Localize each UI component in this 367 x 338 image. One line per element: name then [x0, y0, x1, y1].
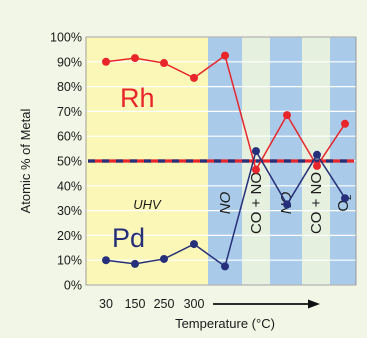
temperature-arrow-head: [308, 299, 320, 309]
series-point-pd-0: [102, 256, 110, 265]
series-point-rh-4: [221, 51, 229, 60]
x-tick-label-0: 30: [99, 297, 113, 311]
x-tick-label-3: 300: [184, 297, 205, 311]
series-point-pd-1: [131, 259, 139, 268]
series-point-rh-0: [102, 57, 110, 66]
series-point-rh-8: [341, 119, 349, 128]
series-point-pd-2: [160, 254, 168, 263]
series-point-rh-7: [313, 161, 321, 170]
y-tick-label-2: 20%: [57, 229, 82, 243]
y-tick-label-8: 80%: [57, 80, 82, 94]
series-point-pd-4: [221, 262, 229, 271]
y-tick-label-5: 50%: [57, 155, 82, 169]
series-label-pd: Pd: [112, 223, 145, 253]
series-point-rh-1: [131, 54, 139, 63]
region-label-4: CO + NO: [308, 172, 325, 234]
region-label-2: CO + NO: [248, 172, 265, 234]
series-point-rh-3: [190, 73, 198, 82]
x-axis-title: Temperature (°C): [175, 316, 275, 331]
y-axis-title: Atomic % of Metal: [18, 109, 33, 214]
series-point-rh-5: [252, 165, 260, 174]
series-label-rh: Rh: [120, 83, 155, 113]
series-point-pd-3: [190, 240, 198, 249]
y-tick-label-7: 70%: [57, 105, 82, 119]
region-label-1: NO: [217, 191, 234, 214]
y-tick-label-10: 100%: [50, 31, 82, 45]
series-point-pd-6: [283, 200, 291, 209]
x-tick-label-2: 250: [154, 297, 175, 311]
y-tick-label-0: 0%: [64, 279, 82, 293]
y-tick-label-4: 40%: [57, 179, 82, 193]
series-point-pd-7: [313, 150, 321, 159]
y-tick-label-1: 10%: [57, 254, 82, 268]
x-tick-label-1: 150: [125, 297, 146, 311]
series-point-rh-6: [283, 111, 291, 120]
region-label-0: UHV: [133, 197, 162, 212]
y-tick-label-3: 30%: [57, 204, 82, 218]
y-tick-label-6: 60%: [57, 130, 82, 144]
series-point-pd-5: [252, 147, 260, 156]
series-point-rh-2: [160, 59, 168, 68]
plot-frame: [85, 36, 357, 286]
series-point-pd-8: [341, 194, 349, 203]
y-tick-label-9: 90%: [57, 55, 82, 69]
